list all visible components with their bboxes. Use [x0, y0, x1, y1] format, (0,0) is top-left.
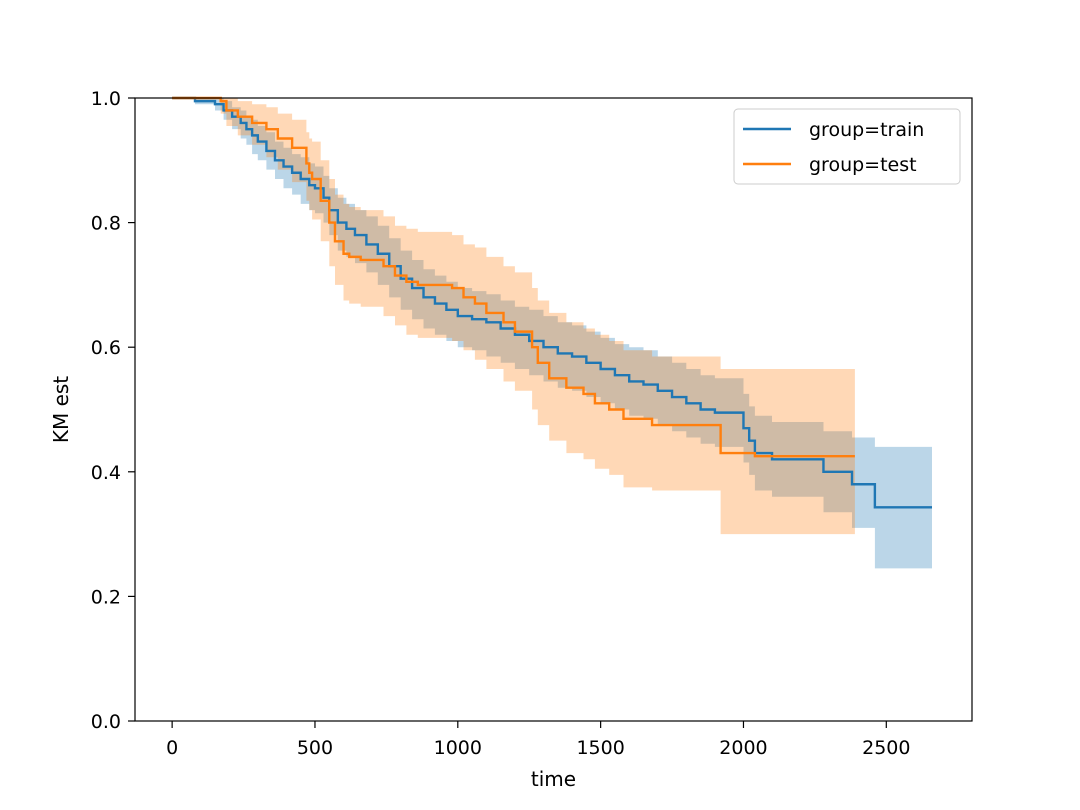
- x-tick-label: 1000: [434, 737, 482, 759]
- survival-lines: [172, 96, 933, 509]
- y-tick-label: 0.0: [91, 711, 121, 733]
- x-axis: 0 500 1000 1500 2000 2500: [166, 721, 910, 759]
- plot-frame: [134, 97, 973, 722]
- legend-label: group=train: [809, 119, 924, 141]
- y-tick-label: 1.0: [91, 88, 121, 110]
- legend: group=train group=test: [733, 108, 961, 185]
- x-tick-label: 2500: [862, 737, 910, 759]
- ci-band-group-train: [172, 98, 933, 569]
- y-tick-label: 0.8: [91, 213, 121, 235]
- x-tick-label: 0: [166, 737, 178, 759]
- legend-box: [733, 108, 961, 185]
- y-axis-label: KM est: [49, 376, 73, 443]
- y-tick-label: 0.2: [91, 586, 121, 608]
- km-line-group-train: [172, 96, 933, 509]
- y-tick-label: 0.4: [91, 462, 121, 484]
- y-axis: 0.0 0.2 0.4 0.6 0.8 1.0: [91, 88, 135, 733]
- x-tick-label: 500: [297, 737, 333, 759]
- x-axis-label: time: [531, 767, 576, 791]
- legend-label: group=test: [809, 154, 917, 176]
- x-tick-label: 1500: [576, 737, 624, 759]
- y-tick-label: 0.6: [91, 337, 121, 359]
- km-line-group-test: [172, 96, 855, 458]
- x-tick-label: 2000: [719, 737, 767, 759]
